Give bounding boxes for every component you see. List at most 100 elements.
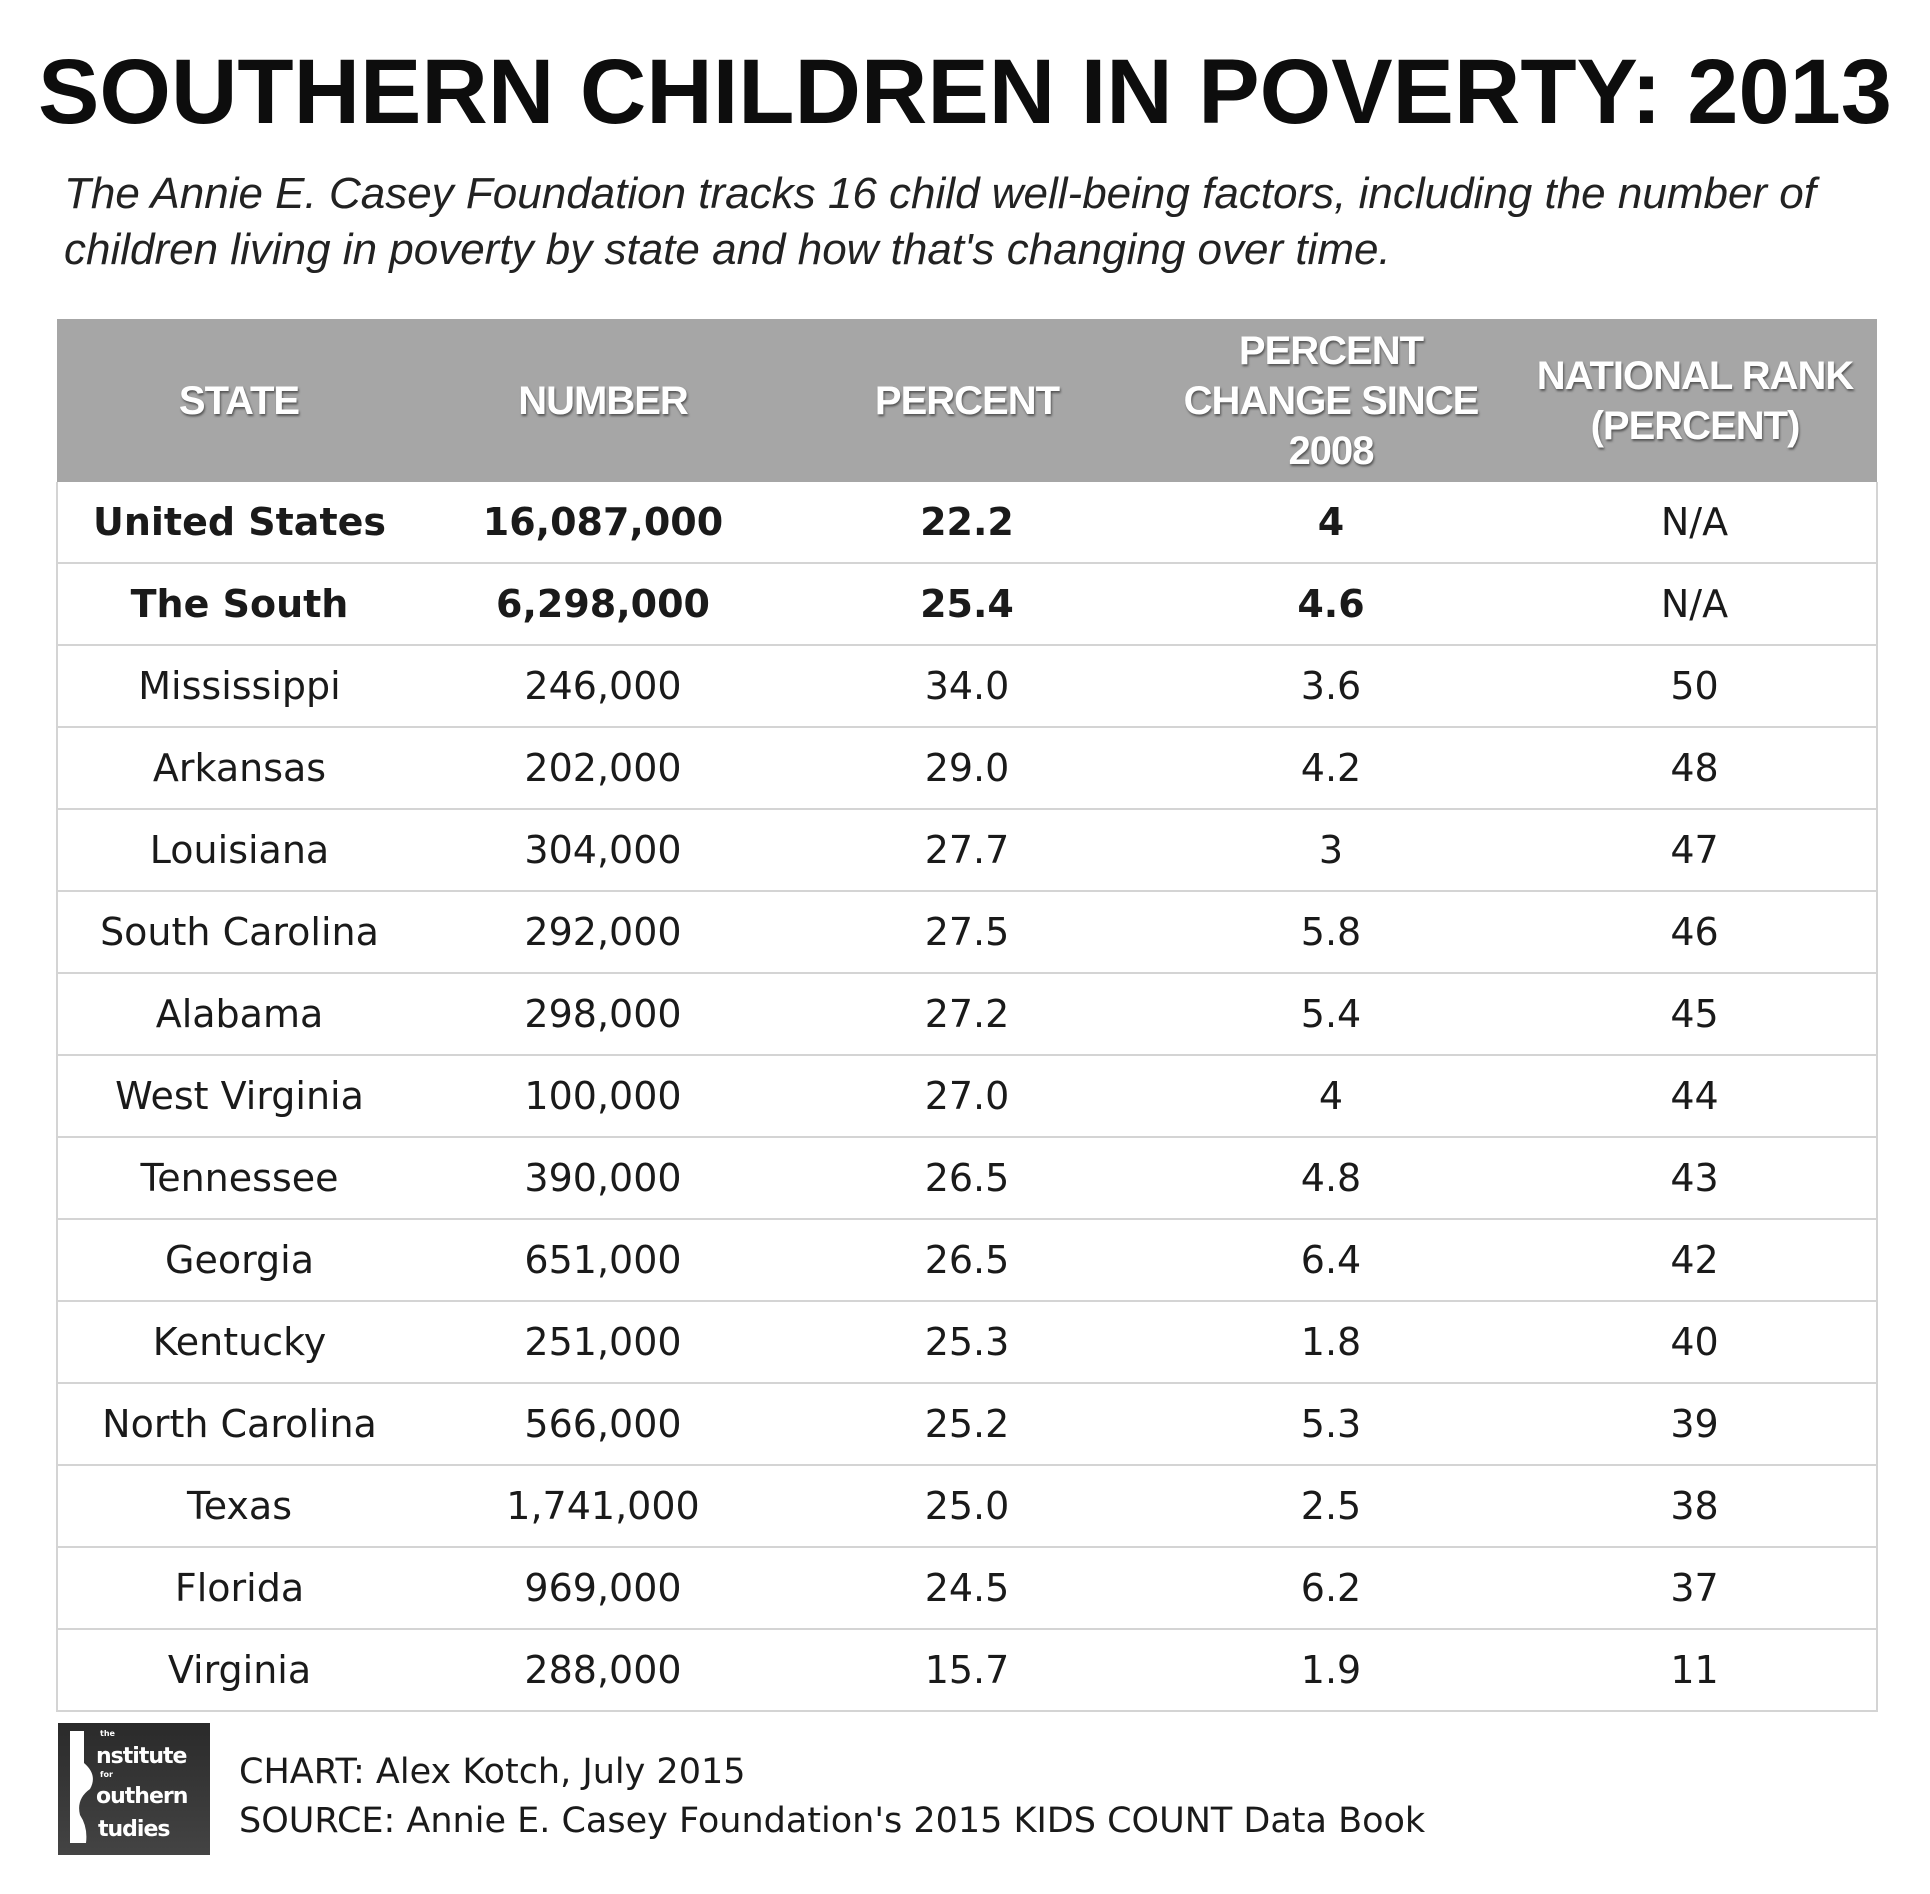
source-credit: SOURCE: Annie E. Casey Foundation's 2015… bbox=[239, 1801, 1426, 1841]
col-header-number: NUMBER bbox=[421, 319, 785, 482]
cell-state: Florida bbox=[57, 1547, 421, 1630]
svg-text:nstitute: nstitute bbox=[96, 1744, 187, 1769]
cell-national-rank: 40 bbox=[1513, 1301, 1877, 1384]
table-row: The South 6,298,000 25.4 4.6 N/A bbox=[57, 563, 1877, 646]
cell-percent-change: 4 bbox=[1149, 482, 1513, 564]
table-row: West Virginia 100,000 27.0 4 44 bbox=[57, 1055, 1877, 1138]
chart-credit: CHART: Alex Kotch, July 2015 bbox=[239, 1752, 746, 1792]
cell-national-rank: 46 bbox=[1513, 891, 1877, 974]
cell-state: The South bbox=[57, 563, 421, 646]
cell-state: Kentucky bbox=[57, 1301, 421, 1384]
table-row: Georgia 651,000 26.5 6.4 42 bbox=[57, 1219, 1877, 1302]
cell-percent: 27.7 bbox=[785, 809, 1149, 892]
table-row: Tennessee 390,000 26.5 4.8 43 bbox=[57, 1137, 1877, 1220]
cell-percent: 22.2 bbox=[785, 482, 1149, 564]
svg-text:the: the bbox=[100, 1729, 116, 1738]
cell-number: 16,087,000 bbox=[421, 482, 785, 564]
cell-national-rank: 39 bbox=[1513, 1383, 1877, 1466]
col-header-national-rank: NATIONAL RANK (PERCENT) bbox=[1513, 319, 1877, 482]
cell-percent: 34.0 bbox=[785, 645, 1149, 728]
cell-percent: 25.4 bbox=[785, 563, 1149, 646]
cell-number: 6,298,000 bbox=[421, 563, 785, 646]
cell-percent-change: 3 bbox=[1149, 809, 1513, 892]
table-row: Mississippi 246,000 34.0 3.6 50 bbox=[57, 645, 1877, 728]
cell-percent-change: 5.8 bbox=[1149, 891, 1513, 974]
cell-national-rank: 38 bbox=[1513, 1465, 1877, 1548]
table-row: Kentucky 251,000 25.3 1.8 40 bbox=[57, 1301, 1877, 1384]
cell-number: 298,000 bbox=[421, 973, 785, 1056]
cell-national-rank: 37 bbox=[1513, 1547, 1877, 1630]
cell-national-rank: 44 bbox=[1513, 1055, 1877, 1138]
cell-state: Louisiana bbox=[57, 809, 421, 892]
cell-national-rank: 48 bbox=[1513, 727, 1877, 810]
cell-number: 202,000 bbox=[421, 727, 785, 810]
cell-percent: 26.5 bbox=[785, 1219, 1149, 1302]
poverty-table: STATE NUMBER PERCENT PERCENT CHANGE SINC… bbox=[56, 319, 1878, 1712]
cell-state: South Carolina bbox=[57, 891, 421, 974]
cell-percent-change: 2.5 bbox=[1149, 1465, 1513, 1548]
cell-state: Tennessee bbox=[57, 1137, 421, 1220]
institute-for-southern-studies-logo: the nstitute for outhern tudies bbox=[58, 1723, 210, 1855]
cell-percent-change: 3.6 bbox=[1149, 645, 1513, 728]
cell-percent-change: 5.4 bbox=[1149, 973, 1513, 1056]
cell-percent: 24.5 bbox=[785, 1547, 1149, 1630]
cell-national-rank: 45 bbox=[1513, 973, 1877, 1056]
cell-percent-change: 4.2 bbox=[1149, 727, 1513, 810]
cell-percent-change: 6.4 bbox=[1149, 1219, 1513, 1302]
table-row: Virginia 288,000 15.7 1.9 11 bbox=[57, 1629, 1877, 1712]
cell-number: 100,000 bbox=[421, 1055, 785, 1138]
cell-state: West Virginia bbox=[57, 1055, 421, 1138]
cell-percent: 25.2 bbox=[785, 1383, 1149, 1466]
cell-percent-change: 1.8 bbox=[1149, 1301, 1513, 1384]
cell-state: North Carolina bbox=[57, 1383, 421, 1466]
footer-credits: CHART: Alex Kotch, July 2015 SOURCE: Ann… bbox=[239, 1748, 1425, 1846]
cell-number: 304,000 bbox=[421, 809, 785, 892]
cell-national-rank: N/A bbox=[1513, 482, 1877, 564]
cell-percent-change: 4.6 bbox=[1149, 563, 1513, 646]
cell-state: Alabama bbox=[57, 973, 421, 1056]
cell-number: 390,000 bbox=[421, 1137, 785, 1220]
cell-number: 246,000 bbox=[421, 645, 785, 728]
cell-number: 651,000 bbox=[421, 1219, 785, 1302]
cell-state: Texas bbox=[57, 1465, 421, 1548]
table-row: South Carolina 292,000 27.5 5.8 46 bbox=[57, 891, 1877, 974]
cell-percent: 15.7 bbox=[785, 1629, 1149, 1712]
cell-percent: 26.5 bbox=[785, 1137, 1149, 1220]
cell-percent: 27.5 bbox=[785, 891, 1149, 974]
svg-text:tudies: tudies bbox=[98, 1817, 170, 1842]
cell-percent: 29.0 bbox=[785, 727, 1149, 810]
table-row: Arkansas 202,000 29.0 4.2 48 bbox=[57, 727, 1877, 810]
cell-percent-change: 4.8 bbox=[1149, 1137, 1513, 1220]
header-row: STATE NUMBER PERCENT PERCENT CHANGE SINC… bbox=[57, 319, 1877, 482]
cell-state: United States bbox=[57, 482, 421, 564]
cell-national-rank: 43 bbox=[1513, 1137, 1877, 1220]
chart-title: SOUTHERN CHILDREN IN POVERTY: 2013 bbox=[38, 41, 1892, 143]
table-row: North Carolina 566,000 25.2 5.3 39 bbox=[57, 1383, 1877, 1466]
col-header-percent: PERCENT bbox=[785, 319, 1149, 482]
cell-national-rank: 42 bbox=[1513, 1219, 1877, 1302]
col-header-percent-change: PERCENT CHANGE SINCE 2008 bbox=[1149, 319, 1513, 482]
cell-percent: 25.0 bbox=[785, 1465, 1149, 1548]
cell-national-rank: N/A bbox=[1513, 563, 1877, 646]
cell-number: 1,741,000 bbox=[421, 1465, 785, 1548]
table-row: Alabama 298,000 27.2 5.4 45 bbox=[57, 973, 1877, 1056]
cell-number: 292,000 bbox=[421, 891, 785, 974]
cell-number: 969,000 bbox=[421, 1547, 785, 1630]
chart-subtitle: The Annie E. Casey Foundation tracks 16 … bbox=[64, 169, 1816, 274]
table-row: Florida 969,000 24.5 6.2 37 bbox=[57, 1547, 1877, 1630]
cell-state: Arkansas bbox=[57, 727, 421, 810]
cell-percent: 25.3 bbox=[785, 1301, 1149, 1384]
svg-text:outhern: outhern bbox=[96, 1784, 187, 1809]
cell-national-rank: 11 bbox=[1513, 1629, 1877, 1712]
cell-percent: 27.0 bbox=[785, 1055, 1149, 1138]
cell-number: 251,000 bbox=[421, 1301, 785, 1384]
cell-percent: 27.2 bbox=[785, 973, 1149, 1056]
cell-number: 566,000 bbox=[421, 1383, 785, 1466]
cell-percent-change: 4 bbox=[1149, 1055, 1513, 1138]
svg-text:for: for bbox=[100, 1770, 113, 1779]
cell-percent-change: 6.2 bbox=[1149, 1547, 1513, 1630]
col-header-state: STATE bbox=[57, 319, 421, 482]
cell-state: Virginia bbox=[57, 1629, 421, 1712]
cell-national-rank: 50 bbox=[1513, 645, 1877, 728]
table-row: Louisiana 304,000 27.7 3 47 bbox=[57, 809, 1877, 892]
